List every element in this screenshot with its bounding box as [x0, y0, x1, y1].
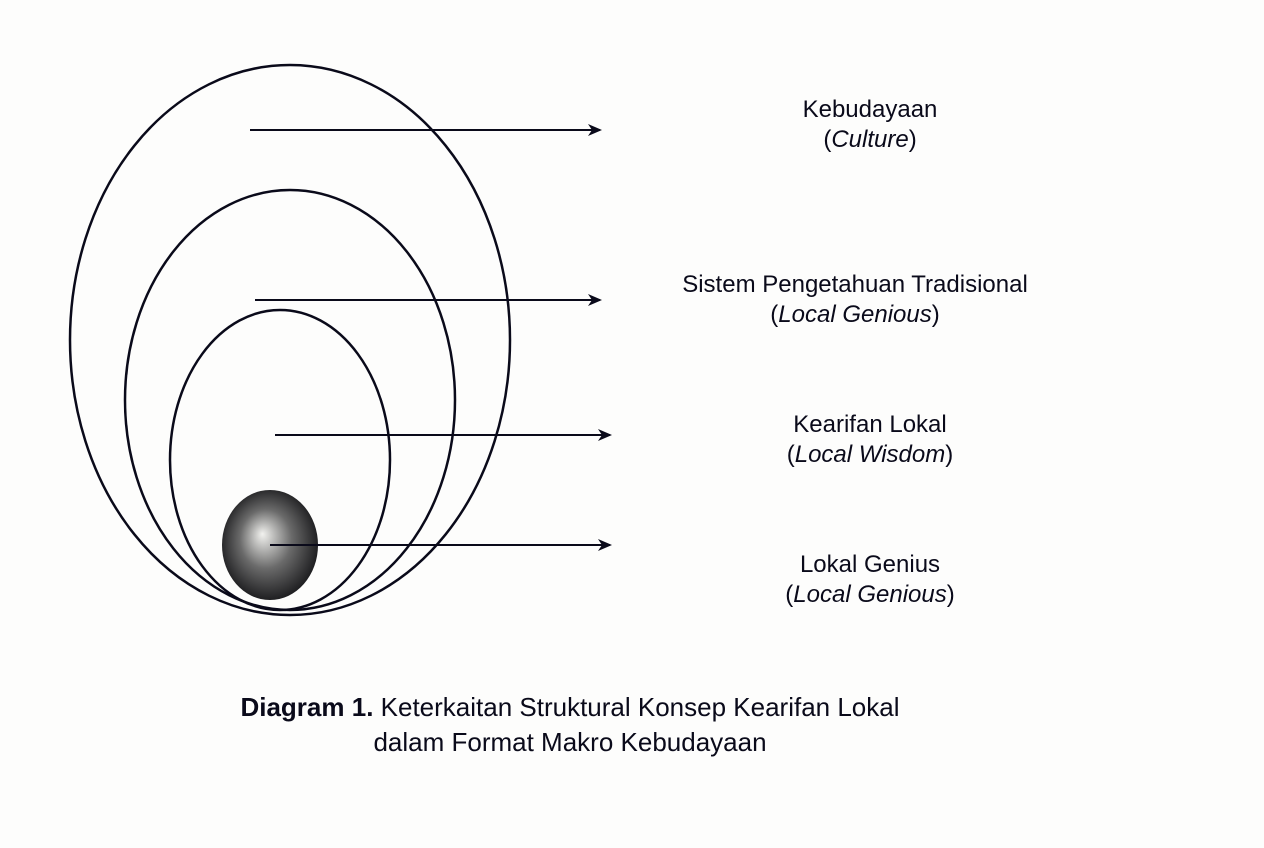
- label-local-wisdom: Kearifan Lokal (Local Wisdom): [690, 410, 1050, 470]
- ellipse-group: [70, 65, 510, 615]
- label-local-genius: Lokal Genius (Local Genious): [690, 550, 1050, 610]
- label-local-genius-main: Lokal Genius: [690, 550, 1050, 580]
- label-local-genious-system-main: Sistem Pengetahuan Tradisional: [640, 270, 1070, 300]
- label-culture-sub: (Culture): [690, 125, 1050, 155]
- label-local-genius-sub: (Local Genious): [690, 580, 1050, 610]
- label-culture: Kebudayaan (Culture): [690, 95, 1050, 155]
- label-local-wisdom-sub: (Local Wisdom): [690, 440, 1050, 470]
- caption-line-1: Diagram 1. Keterkaitan Struktural Konsep…: [190, 690, 950, 725]
- label-local-genious-system: Sistem Pengetahuan Tradisional (Local Ge…: [640, 270, 1070, 330]
- label-local-genious-system-sub: (Local Genious): [640, 300, 1070, 330]
- diagram-caption: Diagram 1. Keterkaitan Struktural Konsep…: [190, 690, 950, 760]
- label-local-wisdom-main: Kearifan Lokal: [690, 410, 1050, 440]
- arrow-group: [250, 130, 610, 545]
- label-culture-main: Kebudayaan: [690, 95, 1050, 125]
- caption-line-2: dalam Format Makro Kebudayaan: [190, 725, 950, 760]
